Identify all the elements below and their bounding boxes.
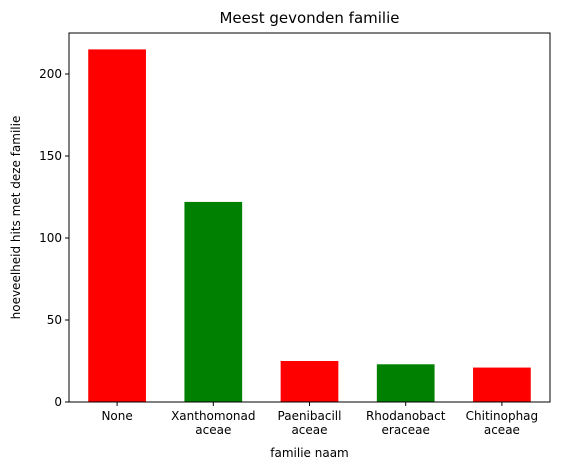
bar-3: [376, 364, 435, 402]
x-tick-label-line: Xanthomonad: [171, 409, 255, 423]
x-tick-label-1: Xanthomonad aceae: [171, 409, 255, 437]
x-tick-label-3: Rhodanobact eraceae: [366, 409, 446, 437]
plot-frame: [68, 32, 551, 403]
y-tick-label-3: 150: [39, 149, 62, 163]
x-tick-label-line: aceae: [291, 423, 327, 437]
bar-0: [88, 49, 146, 403]
x-tick-label-line: Rhodanobact: [366, 409, 446, 423]
plot-area: [69, 33, 550, 402]
chart-title: Meest gevonden familie: [219, 9, 399, 27]
x-tick-label-0: None: [101, 409, 132, 423]
x-tick-label-2: Paenibacill aceae: [278, 409, 342, 437]
bar-2: [280, 361, 339, 402]
x-tick-label-line: None: [101, 409, 132, 423]
y-axis-ticks: 0 50 100 150 200: [39, 67, 69, 409]
bar-4: [473, 367, 531, 402]
x-axis-label: familie naam: [270, 446, 348, 460]
x-tick-label-4: Chitinophag aceae: [466, 409, 539, 437]
y-axis-label: hoeveelheid hits met deze familie: [9, 116, 23, 320]
x-tick-label-line: Paenibacill: [278, 409, 342, 423]
y-tick-label-4: 200: [39, 67, 62, 81]
x-tick-label-line: aceae: [484, 423, 520, 437]
y-tick-label-1: 50: [47, 313, 62, 327]
x-tick-label-line: Chitinophag: [466, 409, 539, 423]
x-tick-label-line: aceae: [195, 423, 231, 437]
y-tick-label-2: 100: [39, 231, 62, 245]
y-tick-label-0: 0: [54, 395, 62, 409]
bar-group: [88, 49, 531, 403]
x-tick-label-line: eraceae: [382, 423, 430, 437]
bar-1: [184, 201, 243, 402]
